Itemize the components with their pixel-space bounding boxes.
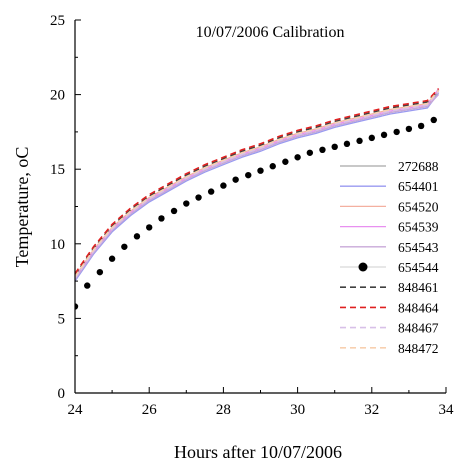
legend: 272688 654401 654520 654539 654543 654544 8484… [340, 159, 439, 356]
y-axis-unit: oC [12, 147, 32, 168]
data-point-654544 [108, 255, 116, 262]
data-point-654544 [368, 134, 375, 142]
data-point-654544 [282, 158, 289, 165]
data-point-654544 [393, 128, 400, 136]
data-point-654544 [294, 154, 301, 161]
series-line-848461 [75, 89, 440, 276]
series-layer [75, 88, 440, 310]
y-tick-label: 25 [50, 13, 65, 29]
data-point-654544 [417, 122, 425, 130]
data-point-654544 [75, 303, 79, 310]
data-point-654544 [245, 171, 252, 179]
data-point-654544 [269, 163, 276, 170]
data-point-654544 [319, 146, 326, 154]
data-point-654544 [232, 176, 239, 183]
y-tick-label: 0 [58, 386, 66, 402]
data-point-654544 [121, 243, 128, 250]
series-line-654539 [75, 88, 440, 279]
data-point-654544 [331, 143, 338, 151]
data-point-654544 [183, 200, 190, 207]
x-tick-label: 24 [68, 402, 84, 418]
y-tick-label: 15 [50, 162, 65, 178]
data-point-654544 [306, 149, 314, 156]
data-point-654544 [170, 207, 178, 215]
data-point-654544 [380, 131, 388, 139]
series-line-654520 [75, 89, 440, 277]
series-line-654401 [75, 92, 440, 282]
data-point-654544 [207, 188, 215, 195]
legend-label-848467: 848467 [398, 321, 439, 336]
legend-label-654544: 654544 [398, 260, 439, 275]
x-tick-label: 34 [439, 402, 455, 418]
legend-label-654543: 654543 [398, 240, 439, 255]
legend-label-848472: 848472 [398, 341, 439, 356]
data-point-654544 [356, 137, 363, 145]
series-line-848464 [75, 88, 440, 275]
y-tick-label: 10 [50, 237, 65, 253]
y-axis-title: Temperature, oC [12, 147, 32, 268]
data-point-654544 [146, 224, 153, 231]
x-tick-label: 32 [364, 402, 379, 418]
data-point-654544 [133, 233, 141, 240]
series-line-848472 [75, 89, 440, 278]
y-tick-label: 5 [58, 311, 66, 327]
y-axis-title-text: Temperature, [12, 168, 32, 268]
data-point-654544 [84, 282, 91, 289]
x-tick-label: 26 [142, 402, 158, 418]
data-point-654544 [257, 167, 264, 174]
chart-title: 10/07/2006 Calibration [196, 24, 345, 41]
legend-label-272688: 272688 [398, 159, 439, 174]
x-axis-title: Hours after 10/07/2006 [174, 442, 342, 462]
data-point-654544 [343, 140, 351, 148]
data-point-654544 [220, 182, 227, 189]
legend-label-654520: 654520 [398, 199, 439, 214]
legend-label-654539: 654539 [398, 220, 439, 235]
series-line-654543 [75, 94, 440, 280]
x-tick-label: 30 [290, 402, 305, 418]
legend-label-848461: 848461 [398, 280, 439, 295]
data-point-654544 [430, 116, 437, 124]
x-tick-label: 28 [216, 402, 231, 418]
axes-layer: 24 26 28 30 32 34 0 5 10 15 20 25 [50, 13, 454, 418]
data-point-654544 [195, 194, 202, 201]
legend-label-654401: 654401 [398, 179, 439, 194]
data-point-654544 [96, 268, 104, 276]
data-point-654544 [405, 125, 413, 133]
y-tick-label: 20 [50, 88, 65, 104]
series-line-848467 [75, 91, 440, 279]
data-point-654544 [158, 215, 165, 222]
legend-label-848464: 848464 [398, 300, 439, 315]
legend-marker-654544 [358, 262, 368, 272]
